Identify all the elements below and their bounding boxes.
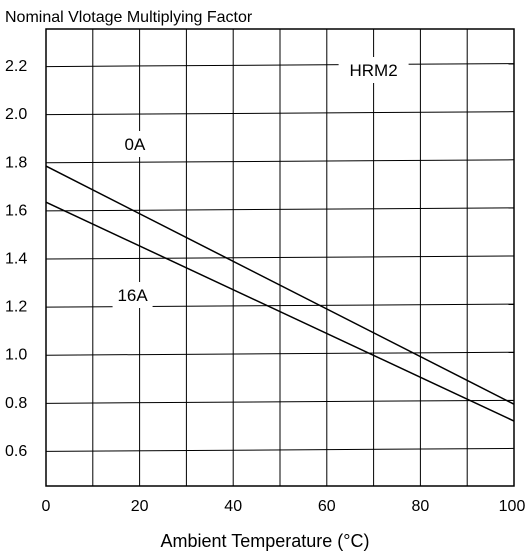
grid-line-horizontal	[45, 255, 515, 260]
y-tick-label: 1.6	[5, 202, 27, 219]
x-tick-label: 100	[499, 498, 526, 515]
x-tick-label: 20	[131, 498, 149, 515]
series-label-0a-bg	[116, 131, 153, 157]
model-label: HRM2	[350, 61, 398, 80]
series-line-16a	[45, 201, 515, 422]
grid-line-horizontal	[45, 63, 515, 68]
y-tick-label: 1.8	[5, 154, 27, 171]
grid-line-horizontal	[45, 207, 515, 212]
y-tick-labels: 0.6 0.8 1.0 1.2 1.4 1.6 1.8 2.0 2.2	[5, 58, 27, 460]
y-tick-label: 1.4	[5, 251, 27, 268]
x-tick-label: 40	[224, 498, 242, 515]
series-label-0a: 0A	[125, 135, 146, 154]
grid-line-horizontal	[45, 447, 515, 452]
x-tick-label: 60	[318, 498, 336, 515]
y-tick-label: 0.8	[5, 395, 27, 412]
grid-line-horizontal	[45, 111, 515, 116]
series-lines	[45, 165, 515, 422]
model-label-bg	[338, 57, 409, 83]
y-tick-label: 2.0	[5, 106, 27, 123]
series-label-16a-bg	[112, 282, 153, 308]
y-tick-label: 2.2	[5, 58, 27, 75]
series-label-16a: 16A	[117, 286, 148, 305]
x-axis-label: Ambient Temperature (°C)	[161, 531, 370, 551]
x-tick-labels: 0 20 40 60 80 100	[42, 498, 526, 515]
series-line-0a	[45, 165, 515, 405]
y-tick-label: 0.6	[5, 443, 27, 460]
y-tick-label: 1.2	[5, 299, 27, 316]
x-tick-label: 0	[42, 498, 51, 515]
y-tick-label: 1.0	[5, 347, 27, 364]
x-tick-label: 80	[412, 498, 430, 515]
grid	[45, 28, 515, 487]
grid-line-horizontal	[45, 159, 515, 164]
chart-title: Nominal Vlotage Multiplying Factor	[5, 9, 253, 26]
grid-line-horizontal	[45, 351, 515, 356]
annotations: 0A 16A HRM2	[112, 57, 409, 308]
grid-line-horizontal	[45, 399, 515, 404]
